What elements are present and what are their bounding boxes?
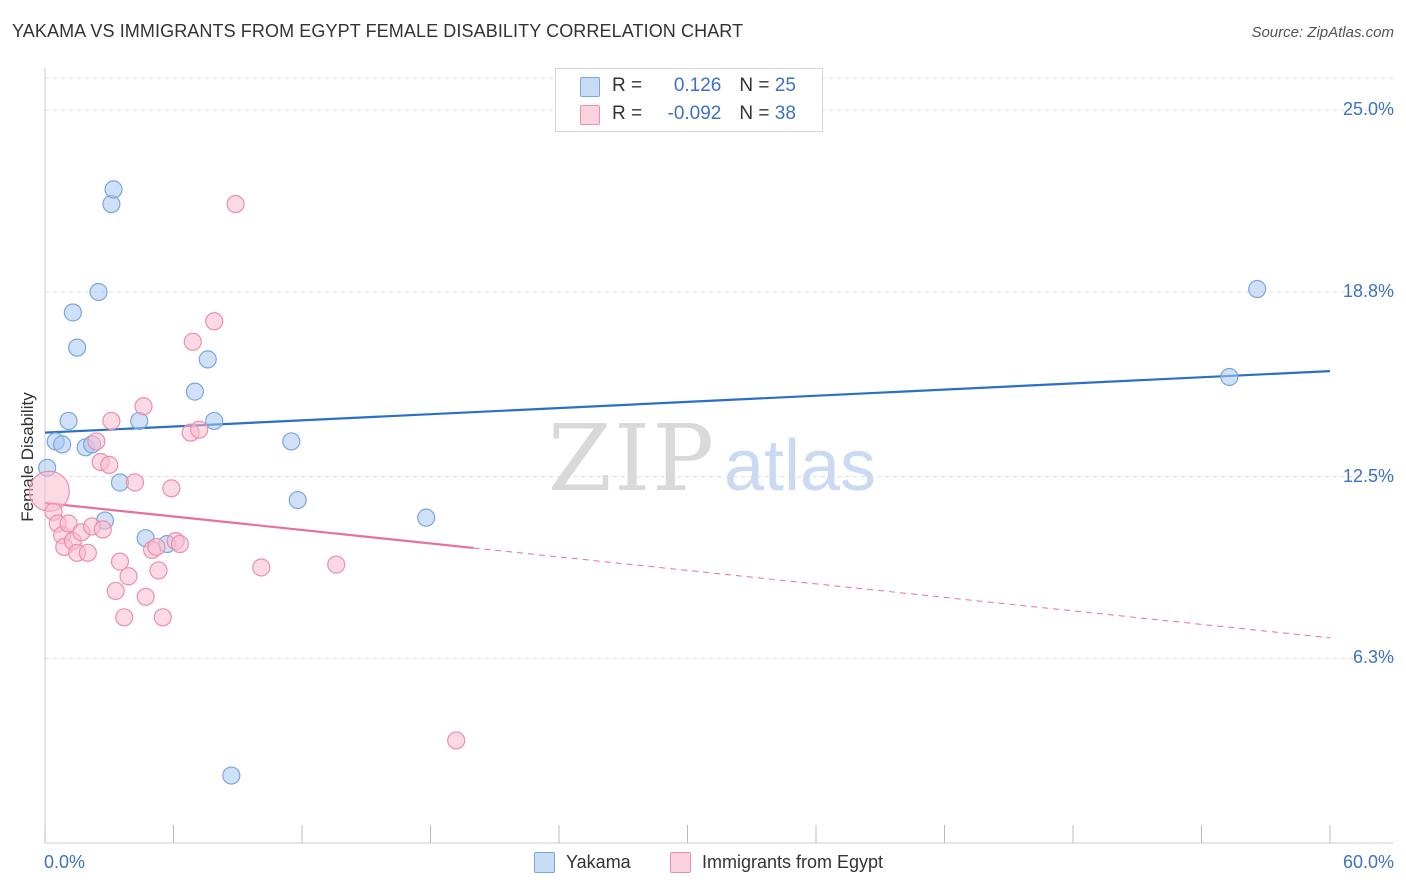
egypt-point — [125, 473, 145, 492]
legend-stats-egypt: R = -0.092 N = 38 — [612, 103, 796, 124]
egypt-point — [327, 555, 346, 574]
gridlines — [45, 77, 1393, 659]
egypt-point — [93, 520, 112, 539]
egypt-point — [78, 543, 97, 562]
yakama-point — [198, 350, 217, 369]
egypt-point — [252, 558, 271, 577]
egypt-point — [119, 567, 138, 586]
yakama-point — [282, 432, 301, 451]
egypt-point — [226, 194, 245, 214]
egypt-point — [183, 332, 202, 351]
egypt-point — [190, 420, 209, 439]
egypt-point — [147, 537, 166, 557]
legend-stats-yakama: R = 0.126 N = 25 — [612, 75, 796, 96]
egypt-point — [106, 581, 125, 601]
egypt-point — [100, 455, 119, 474]
yakama-point — [222, 766, 241, 785]
egypt-legend-swatch — [670, 852, 691, 873]
yakama-point — [1248, 279, 1267, 299]
axes — [44, 68, 1393, 844]
egypt-point — [87, 432, 106, 451]
trend-line-solid-1 — [44, 501, 474, 550]
yakama-legend-swatch — [534, 852, 555, 873]
yakama-point — [89, 282, 108, 302]
egypt-point — [136, 587, 155, 606]
egypt-point — [102, 411, 121, 431]
yakama-point — [288, 490, 307, 510]
egypt-point — [205, 312, 224, 331]
yakama-point — [205, 411, 224, 431]
watermark-zip: ZIP — [548, 405, 716, 512]
yakama-point — [59, 411, 78, 431]
yakama-point — [53, 435, 72, 454]
yakama-point — [185, 382, 205, 401]
chart-title: YAKAMA VS IMMIGRANTS FROM EGYPT FEMALE D… — [12, 21, 744, 41]
x-tick-label-min: 0.0% — [44, 852, 86, 872]
stats-legend: R = 0.126 N = 25 R = -0.092 N = 38 — [555, 68, 823, 132]
watermark-atlas: atlas — [724, 426, 876, 506]
yakama-point — [1220, 367, 1239, 387]
yakama-point — [104, 180, 123, 199]
trend-line-0 — [44, 370, 1331, 434]
trend-lines — [44, 370, 1331, 639]
data-points — [28, 180, 1267, 785]
trend-line-dashed-1 — [473, 547, 1331, 639]
yakama-point — [63, 303, 82, 322]
yakama-point — [68, 338, 87, 357]
egypt-point — [447, 731, 466, 750]
y-tick-label: 6.3% — [1352, 647, 1394, 668]
yakama-legend-label: Yakama — [566, 852, 631, 872]
egypt-swatch — [580, 105, 600, 125]
egypt-point — [134, 397, 153, 416]
yakama-swatch — [580, 77, 600, 97]
egypt-point — [149, 561, 168, 580]
x-tick-label-max: 60.0% — [1342, 852, 1394, 872]
egypt-point — [170, 534, 190, 554]
egypt-point — [115, 608, 134, 627]
egypt-point — [59, 514, 78, 533]
egypt-point — [153, 608, 172, 627]
y-tick-label: 25.0% — [1342, 99, 1394, 120]
egypt-point — [110, 552, 130, 571]
watermark: ZIP atlas — [548, 405, 876, 512]
yakama-point — [417, 508, 436, 527]
y-tick-label: 18.8% — [1342, 280, 1394, 301]
egypt-point — [162, 479, 181, 498]
source-label: Source: ZipAtlas.com — [1251, 24, 1394, 41]
egypt-legend-label: Immigrants from Egypt — [702, 852, 884, 872]
y-tick-label: 12.5% — [1342, 465, 1394, 486]
